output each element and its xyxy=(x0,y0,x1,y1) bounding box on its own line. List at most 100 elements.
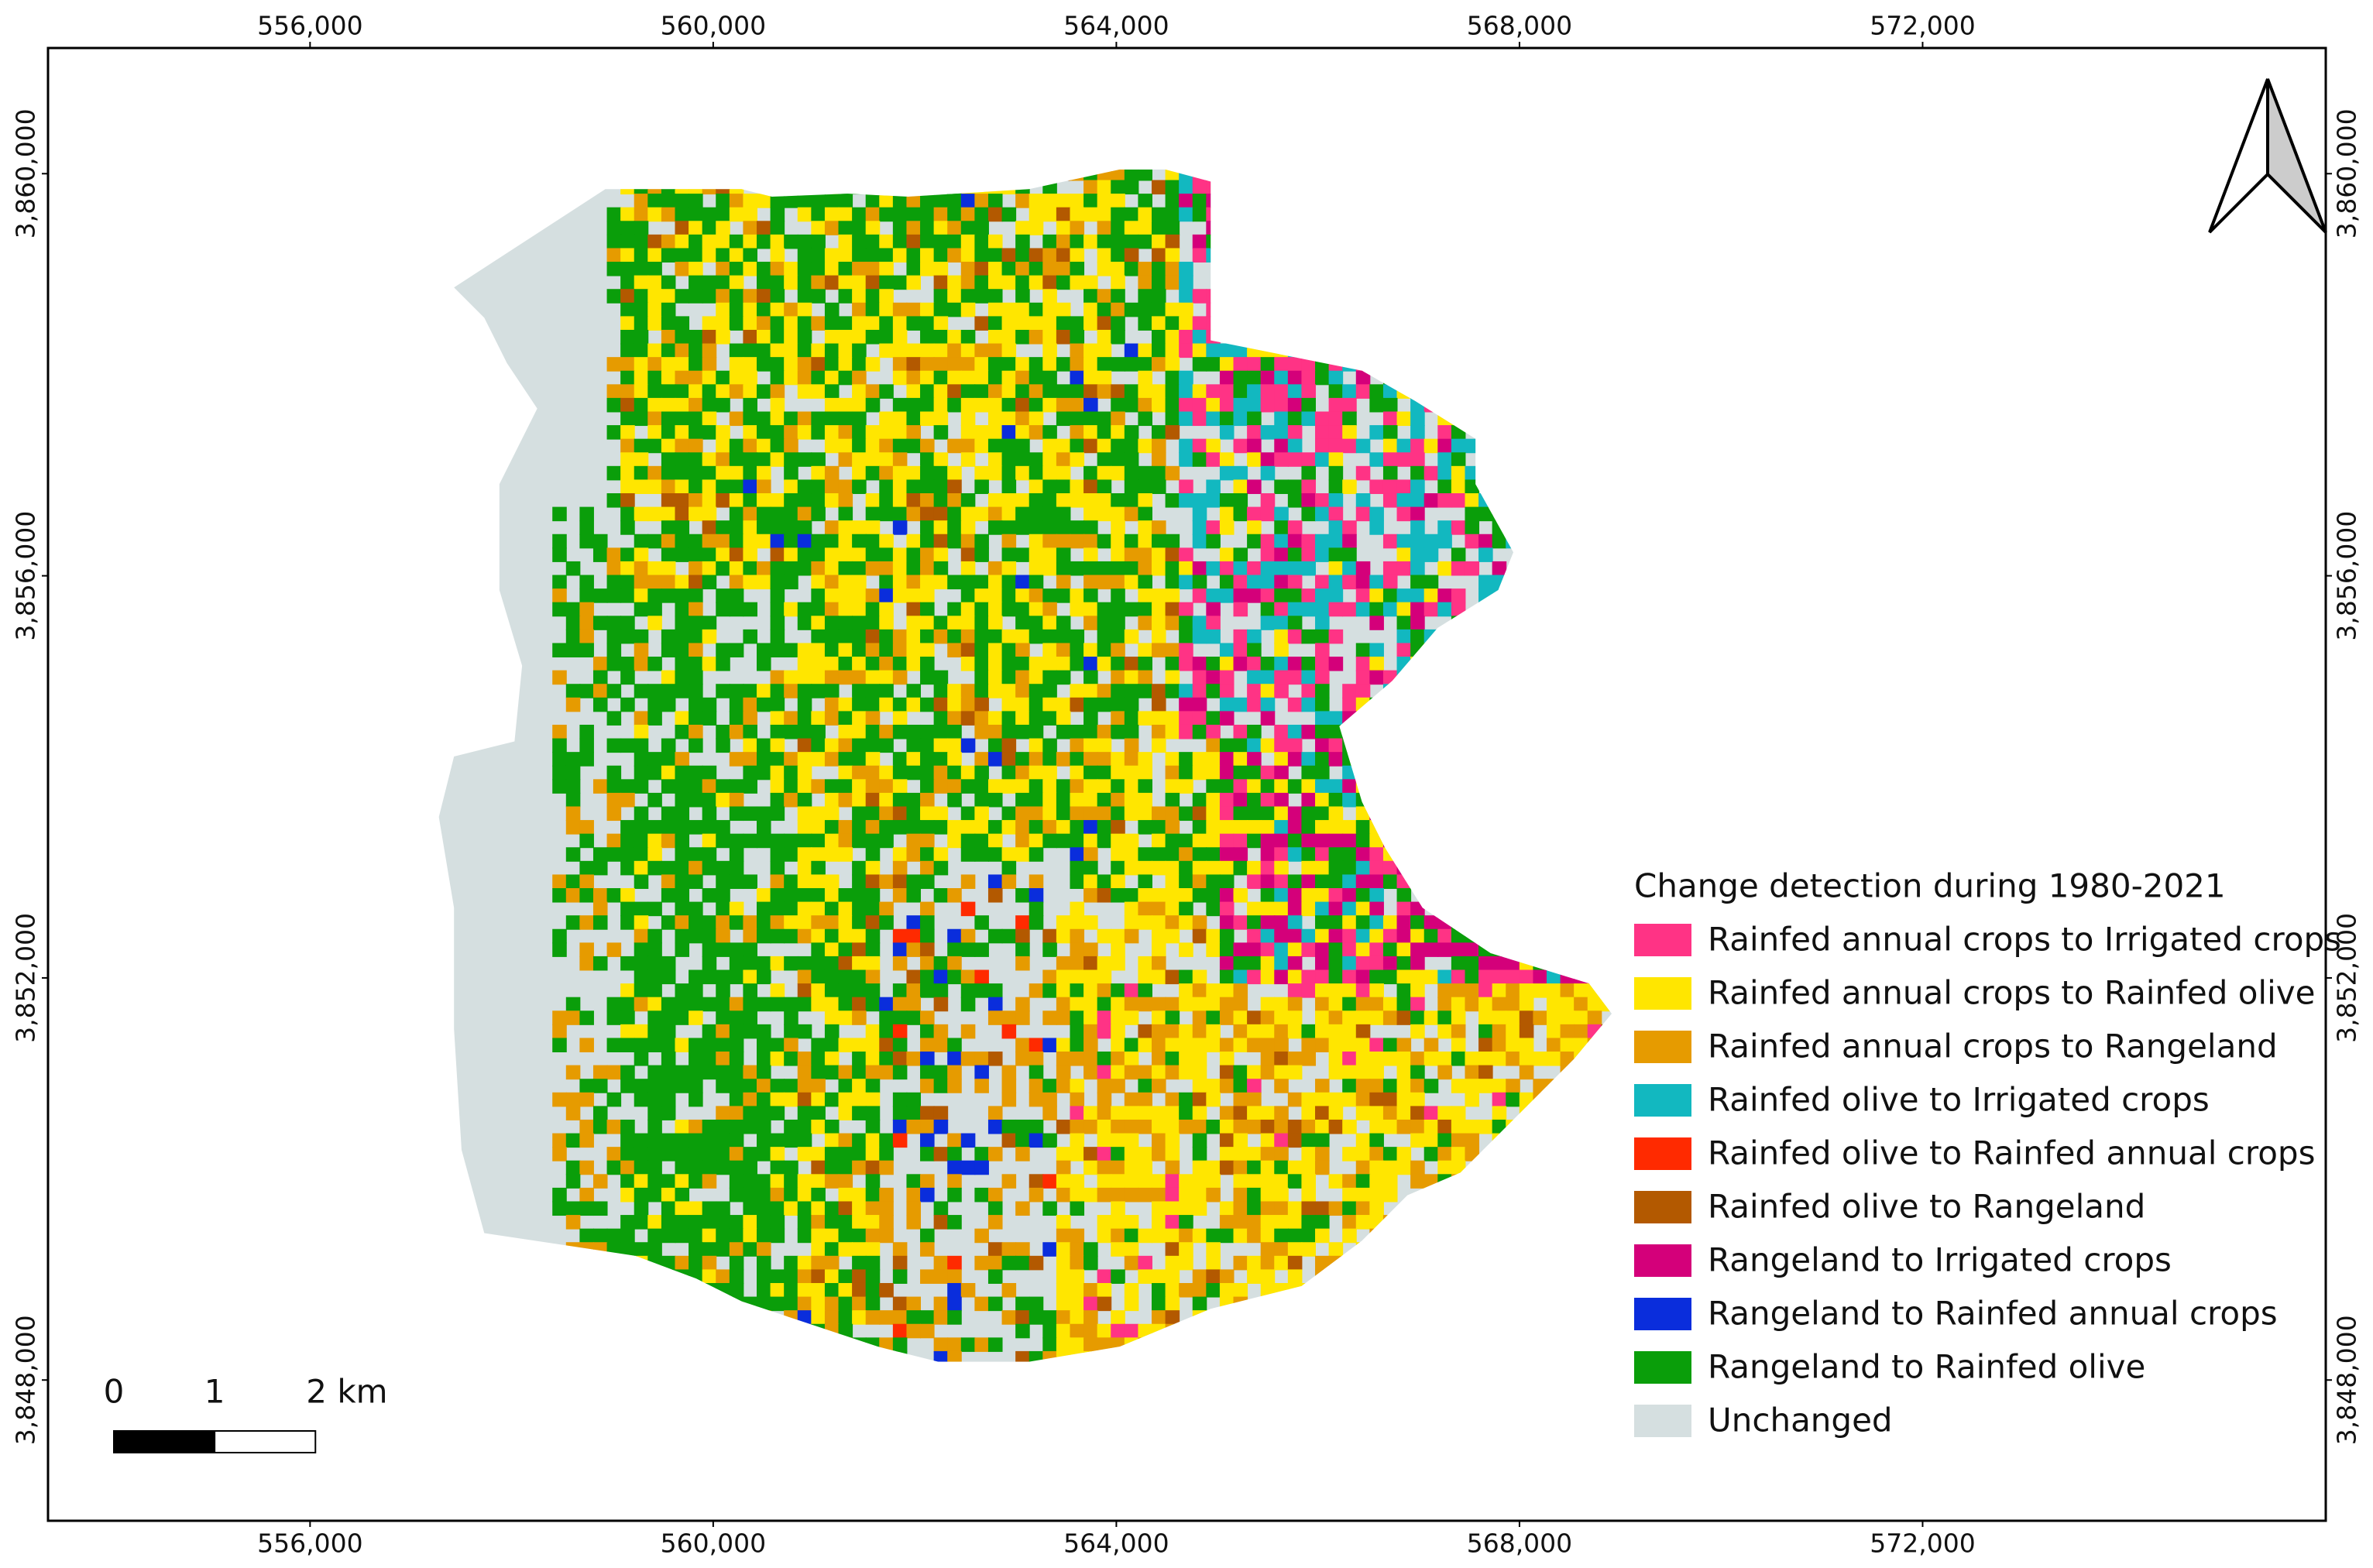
change-cell xyxy=(1355,860,1371,876)
change-cell xyxy=(879,1201,894,1216)
change-cell xyxy=(1001,370,1017,386)
change-cell xyxy=(1506,1038,1520,1053)
change-cell xyxy=(675,887,690,903)
change-cell xyxy=(1355,983,1371,998)
change-cell xyxy=(1165,1119,1180,1134)
change-cell xyxy=(933,506,949,522)
change-cell xyxy=(1151,248,1166,263)
change-cell xyxy=(729,1147,744,1161)
change-cell xyxy=(906,629,922,644)
change-cell xyxy=(1423,1010,1439,1025)
change-cell xyxy=(1301,534,1317,549)
change-cell xyxy=(606,384,622,399)
change-cell xyxy=(757,765,771,781)
change-cell xyxy=(1124,221,1139,235)
change-cell xyxy=(1342,534,1357,549)
change-cell xyxy=(1056,1079,1071,1093)
change-cell xyxy=(689,207,703,222)
change-cell xyxy=(906,465,922,481)
change-cell xyxy=(1042,493,1057,508)
change-cell xyxy=(1097,1119,1112,1134)
change-cell xyxy=(1219,1106,1235,1120)
change-cell xyxy=(743,357,757,372)
change-cell xyxy=(1437,1160,1452,1175)
change-cell xyxy=(1287,479,1303,494)
change-cell xyxy=(1382,479,1398,494)
change-cell xyxy=(1111,1065,1125,1080)
change-cell xyxy=(784,234,798,249)
change-cell xyxy=(838,262,853,276)
change-cell xyxy=(1151,180,1166,195)
change-cell xyxy=(947,207,962,222)
change-cell xyxy=(743,289,757,304)
change-cell xyxy=(1165,1255,1180,1271)
change-cell xyxy=(920,806,935,822)
change-cell xyxy=(1233,1038,1248,1053)
change-cell xyxy=(1342,397,1357,413)
change-cell xyxy=(1124,1160,1139,1175)
change-cell xyxy=(865,194,881,208)
change-cell xyxy=(770,234,785,249)
change-cell xyxy=(1056,329,1071,345)
change-cell xyxy=(865,901,881,917)
change-cell xyxy=(1478,956,1493,971)
change-cell xyxy=(757,194,771,208)
change-cell xyxy=(892,1242,908,1257)
change-cell xyxy=(647,983,662,998)
change-cell xyxy=(1083,316,1098,331)
change-cell xyxy=(1328,1119,1344,1134)
change-cell xyxy=(1179,384,1193,399)
change-cell xyxy=(634,384,649,399)
change-cell xyxy=(906,384,922,399)
change-cell xyxy=(824,302,840,317)
change-cell xyxy=(1301,384,1317,399)
change-cell xyxy=(1124,479,1139,494)
change-cell xyxy=(1124,384,1139,399)
change-cell xyxy=(920,316,935,331)
change-cell xyxy=(1015,792,1030,808)
change-cell xyxy=(1342,928,1357,944)
change-cell xyxy=(1056,397,1071,413)
change-cell xyxy=(947,765,962,781)
change-cell xyxy=(743,942,757,957)
change-cell xyxy=(865,1160,881,1175)
change-cell xyxy=(811,506,826,522)
change-cell xyxy=(647,820,662,835)
change-cell xyxy=(1151,942,1166,957)
change-cell xyxy=(1111,169,1125,181)
change-cell xyxy=(743,724,757,739)
change-cell xyxy=(797,928,812,944)
change-cell xyxy=(1001,657,1017,671)
change-cell xyxy=(1070,806,1085,822)
change-cell xyxy=(1138,602,1152,617)
change-cell xyxy=(770,1201,785,1216)
change-cell xyxy=(1029,357,1044,372)
change-cell xyxy=(1083,779,1098,794)
change-cell xyxy=(865,833,881,849)
change-cell xyxy=(1015,275,1030,290)
change-cell xyxy=(1206,670,1221,685)
change-cell xyxy=(1070,643,1085,658)
change-cell xyxy=(729,1052,744,1066)
change-cell xyxy=(824,316,840,331)
change-cell xyxy=(1287,493,1303,508)
change-cell xyxy=(1247,901,1262,917)
change-cell xyxy=(1287,1174,1303,1189)
change-cell xyxy=(838,765,853,781)
change-cell xyxy=(689,234,703,249)
change-cell xyxy=(1165,657,1180,671)
change-cell xyxy=(743,1079,757,1093)
change-cell xyxy=(606,738,622,753)
change-cell xyxy=(1070,860,1085,876)
change-cell xyxy=(1328,1242,1344,1257)
change-cell xyxy=(784,711,798,726)
change-cell xyxy=(770,384,785,399)
change-cell xyxy=(1437,425,1452,440)
change-cell xyxy=(1179,915,1193,930)
change-cell xyxy=(1437,983,1452,998)
change-cell xyxy=(729,343,744,359)
change-cell xyxy=(838,847,853,862)
change-cell xyxy=(892,670,908,685)
change-cell xyxy=(906,724,922,739)
change-cell xyxy=(1301,602,1317,617)
